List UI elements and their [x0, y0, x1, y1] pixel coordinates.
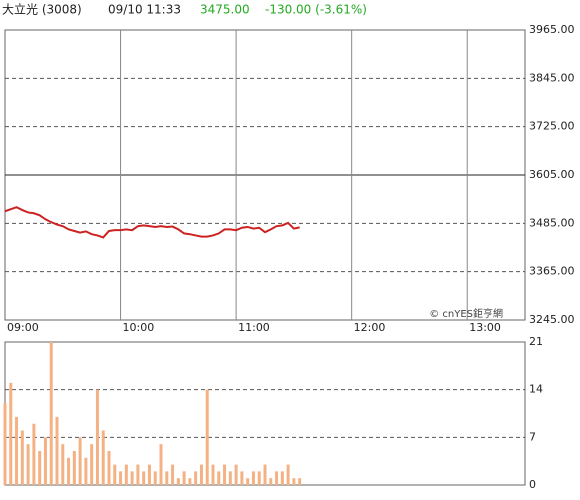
volume-bar — [61, 444, 65, 485]
volume-bar — [298, 478, 302, 485]
volume-bar — [124, 464, 128, 485]
volume-bar — [107, 450, 111, 485]
volume-bar — [95, 389, 99, 485]
volume-bar — [211, 464, 215, 485]
watermark: © cnYES鉅亨網 — [429, 307, 503, 320]
x-tick-label: 09:00 — [7, 321, 39, 334]
volume-bar — [228, 471, 232, 485]
volume-bar — [90, 444, 94, 485]
volume-bar — [205, 389, 209, 485]
volume-bar — [171, 464, 175, 485]
volume-bar — [165, 471, 169, 485]
volume-bar — [72, 450, 76, 485]
stock-name: 大立光 (3008) — [2, 2, 82, 17]
volume-bar — [119, 471, 123, 485]
volume-bar — [292, 478, 296, 485]
volume-bar — [136, 464, 140, 485]
volume-bar — [240, 471, 244, 485]
volume-bar — [234, 464, 238, 485]
volume-bar — [130, 471, 134, 485]
volume-bar — [55, 416, 59, 485]
y-tick-label: 7 — [529, 430, 536, 443]
volume-bar — [188, 478, 192, 485]
volume-bar — [280, 471, 284, 485]
volume-bar — [194, 471, 198, 485]
x-tick-label: 11:00 — [238, 321, 270, 334]
volume-bar — [32, 423, 36, 485]
y-tick-label: 3725.00 — [529, 120, 575, 133]
y-tick-label: 3605.00 — [529, 168, 575, 181]
volume-bar — [246, 478, 250, 485]
volume-bar — [113, 464, 117, 485]
volume-bar — [20, 430, 24, 485]
volume-bar — [84, 457, 88, 485]
volume-bar — [26, 444, 30, 485]
quote-price: 3475.00 — [200, 3, 250, 17]
volume-bar — [263, 464, 267, 485]
y-tick-label: 3965.00 — [529, 23, 575, 36]
y-tick-label: 3365.00 — [529, 265, 575, 278]
volume-bar — [153, 471, 157, 485]
y-tick-label: 21 — [529, 335, 543, 348]
y-tick-label: 0 — [529, 478, 536, 491]
x-tick-label: 13:00 — [469, 321, 501, 334]
volume-bar — [67, 457, 71, 485]
volume-bar — [147, 464, 151, 485]
x-tick-label: 10:00 — [123, 321, 155, 334]
volume-bar — [43, 437, 47, 485]
quote-change: -130.00 (-3.61%) — [265, 3, 367, 17]
y-tick-label: 3845.00 — [529, 71, 575, 84]
volume-bar — [217, 471, 221, 485]
volume-bar — [78, 437, 82, 485]
volume-bar — [176, 478, 180, 485]
volume-bar — [199, 464, 203, 485]
volume-bar — [182, 471, 186, 485]
volume-bar — [251, 471, 255, 485]
volume-bar — [3, 403, 7, 485]
volume-bar — [49, 342, 53, 485]
volume-bar — [269, 478, 273, 485]
volume-bar — [15, 416, 19, 485]
y-tick-label: 3245.00 — [529, 313, 575, 326]
volume-bar — [223, 464, 227, 485]
volume-bar — [101, 430, 105, 485]
volume-bar — [275, 471, 279, 485]
volume-bar — [286, 464, 290, 485]
volume-bar — [38, 450, 42, 485]
volume-bar — [9, 382, 13, 485]
quote-time: 09/10 11:33 — [108, 3, 181, 17]
y-tick-label: 3485.00 — [529, 216, 575, 229]
volume-bar — [142, 471, 146, 485]
x-tick-label: 12:00 — [354, 321, 386, 334]
price-line — [4, 206, 300, 239]
y-tick-label: 14 — [529, 383, 543, 396]
volume-bar — [257, 471, 261, 485]
volume-bar — [159, 444, 163, 485]
